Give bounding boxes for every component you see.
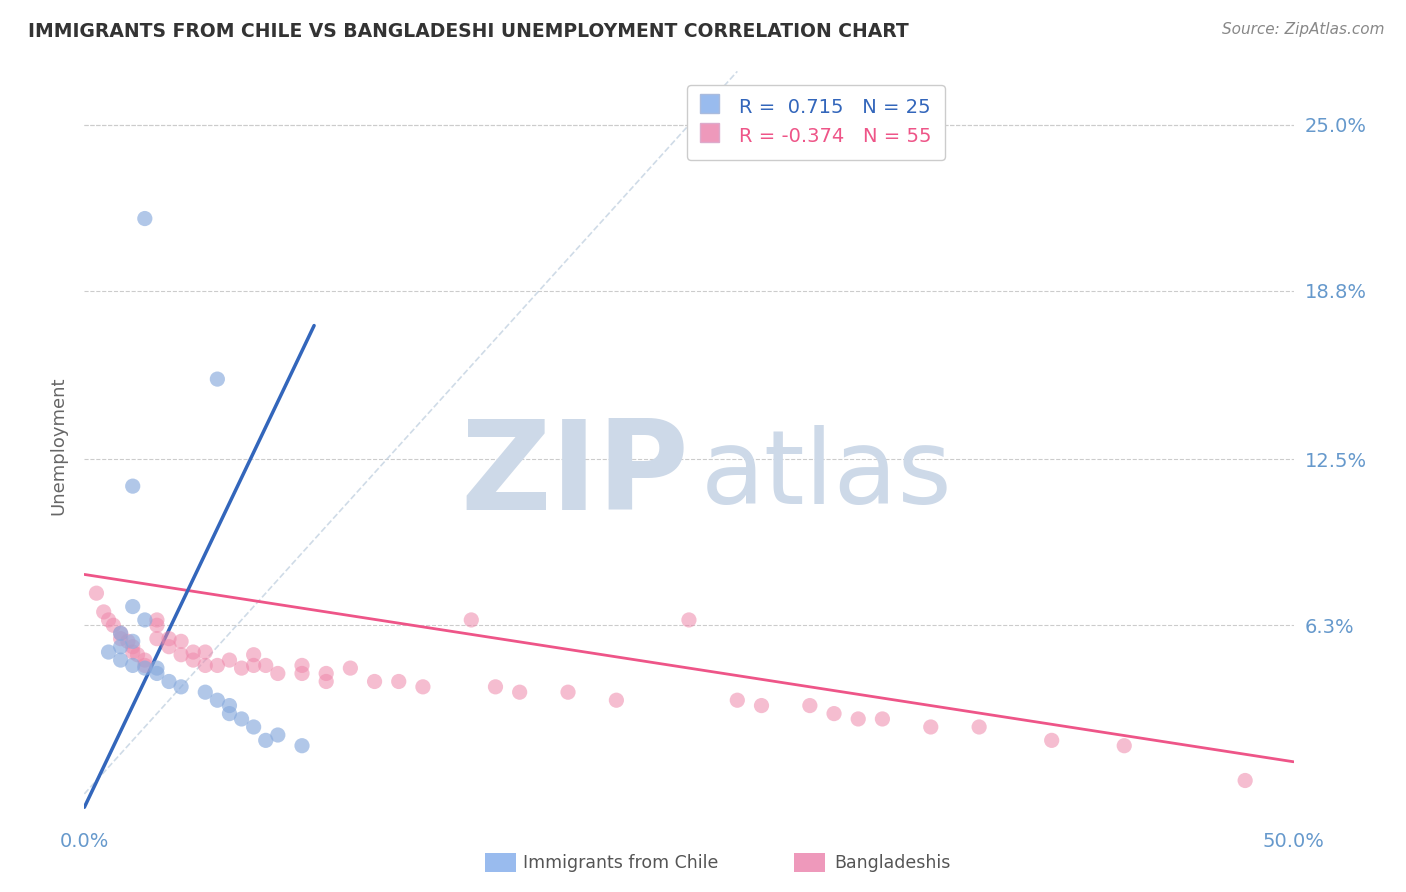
Point [121,640,143,654]
Point [218,698,240,713]
Point [194,645,217,659]
Point [110,632,132,646]
Point [121,645,143,659]
Point [134,613,156,627]
Point [678,613,700,627]
Point [315,674,337,689]
Point [207,658,229,673]
Point [725,693,748,707]
Text: IMMIGRANTS FROM CHILE VS BANGLADESHI UNEMPLOYMENT CORRELATION CHART: IMMIGRANTS FROM CHILE VS BANGLADESHI UNE… [28,22,908,41]
Point [103,618,125,632]
Text: Immigrants from Chile: Immigrants from Chile [523,854,718,871]
Point [231,712,253,726]
Point [363,674,385,689]
Point [315,666,337,681]
Point [339,661,361,675]
Point [254,733,277,747]
Point [110,626,132,640]
Point [291,658,314,673]
Point [121,634,143,648]
Point [93,605,115,619]
Point [134,653,156,667]
Point [1040,733,1063,747]
Point [146,632,169,646]
Point [170,634,193,648]
Point [267,728,290,742]
Legend: R =  0.715   N = 25, R = -0.374   N = 55: R = 0.715 N = 25, R = -0.374 N = 55 [686,85,945,160]
Point [121,599,143,614]
Point [194,685,217,699]
Point [751,698,773,713]
Point [121,658,143,673]
Point [146,618,169,632]
Point [231,661,253,675]
Point [97,613,120,627]
Point [110,653,132,667]
Point [291,666,314,681]
Point [242,658,264,673]
Point [110,626,132,640]
Point [146,666,169,681]
Point [157,674,180,689]
Point [1234,773,1257,788]
Y-axis label: Unemployment: Unemployment [49,376,67,516]
Text: atlas: atlas [702,425,953,526]
Point [460,613,482,627]
Text: ZIP: ZIP [460,416,689,536]
Text: Bangladeshis: Bangladeshis [834,854,950,871]
Point [605,693,627,707]
Point [170,680,193,694]
Point [412,680,434,694]
Point [157,632,180,646]
Point [1114,739,1136,753]
Point [110,640,132,654]
Point [267,666,290,681]
Point [127,648,149,662]
Point [134,211,156,226]
Point [484,680,506,694]
Point [242,720,264,734]
Point [207,372,229,386]
Point [157,640,180,654]
Point [967,720,990,734]
Point [117,634,139,648]
Point [134,658,156,673]
Point [291,739,314,753]
Point [181,653,204,667]
Point [146,661,169,675]
Point [920,720,942,734]
Point [846,712,869,726]
Point [146,613,169,627]
Point [134,661,156,675]
Point [388,674,411,689]
Point [218,706,240,721]
Text: Source: ZipAtlas.com: Source: ZipAtlas.com [1222,22,1385,37]
Point [86,586,108,600]
Point [557,685,579,699]
Point [872,712,894,726]
Point [218,653,240,667]
Point [181,645,204,659]
Point [823,706,845,721]
Point [799,698,821,713]
Point [242,648,264,662]
Point [207,693,229,707]
Point [254,658,277,673]
Point [194,658,217,673]
Point [121,479,143,493]
Point [97,645,120,659]
Point [509,685,531,699]
Point [170,648,193,662]
